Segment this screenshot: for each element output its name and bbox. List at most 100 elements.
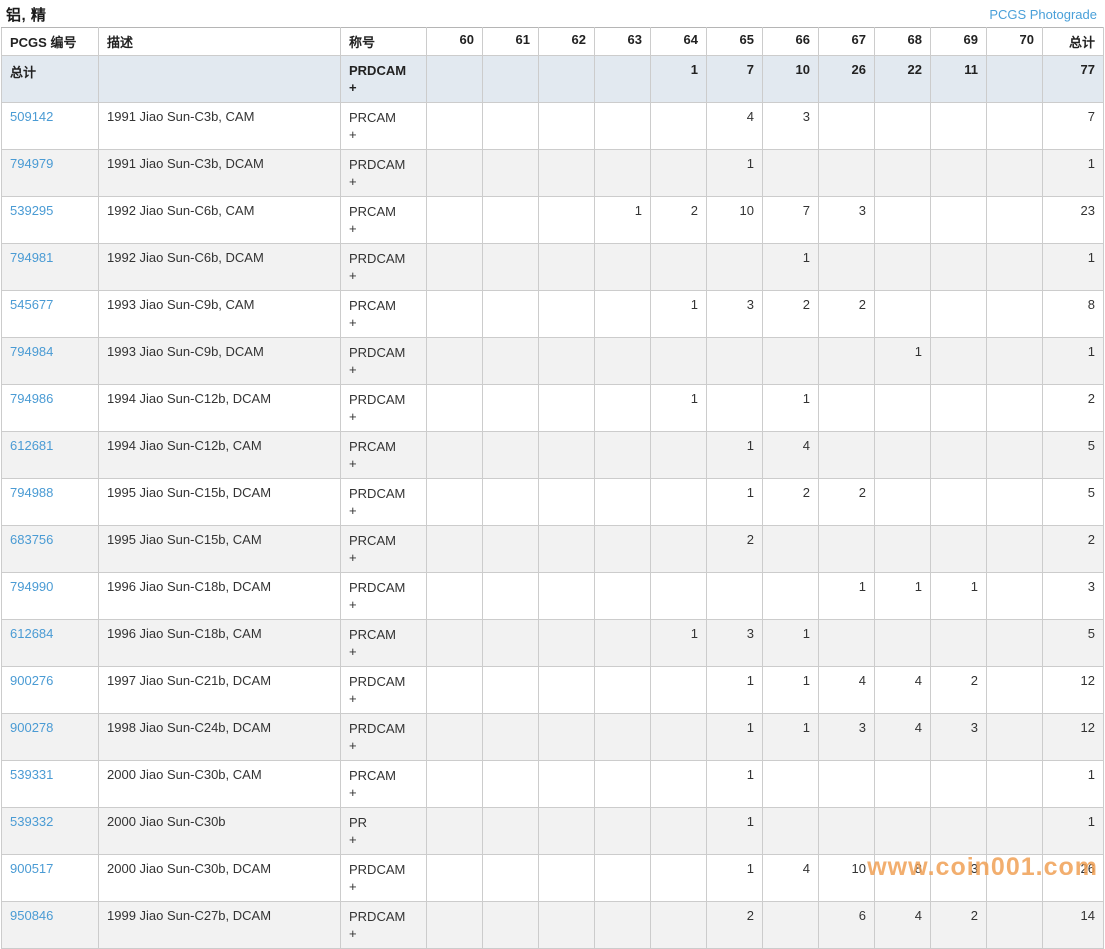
grade-63-cell <box>594 619 651 667</box>
pcgs-number-cell: 794979 <box>1 149 99 197</box>
pcgs-number-link[interactable]: 950846 <box>10 908 54 923</box>
grade-65-cell <box>706 384 763 432</box>
pcgs-number-link[interactable]: 900276 <box>10 673 54 688</box>
grade-69-cell: 3 <box>930 854 987 902</box>
row-total-cell: 12 <box>1042 713 1104 761</box>
pcgs-number-link[interactable]: 612681 <box>10 438 54 453</box>
grade-62-cell <box>538 290 595 338</box>
grade-60-cell <box>426 478 483 526</box>
grade-69-cell <box>930 525 987 573</box>
designation-line-2: + <box>349 456 357 471</box>
header-grade-66: 66 <box>762 27 819 56</box>
grade-70-cell <box>986 901 1043 949</box>
pcgs-number-link[interactable]: 509142 <box>10 109 54 124</box>
pcgs-number-link[interactable]: 539331 <box>10 767 54 782</box>
designation-line-2: + <box>349 503 357 518</box>
designation-cell: PRDCAM + <box>340 55 427 103</box>
row-total-cell: 2 <box>1042 384 1104 432</box>
designation-line-1: PRDCAM <box>349 345 406 360</box>
pcgs-number-link[interactable]: 794979 <box>10 156 54 171</box>
table-row: 794986 1994 Jiao Sun-C12b, DCAM PRDCAM +… <box>1 384 1104 432</box>
grade-66-cell: 1 <box>762 619 819 667</box>
grade-63-cell <box>594 854 651 902</box>
designation-cell: PRDCAM + <box>340 149 427 197</box>
pcgs-number-link[interactable]: 545677 <box>10 297 54 312</box>
description-cell: 1996 Jiao Sun-C18b, DCAM <box>98 572 341 620</box>
designation-cell: PRDCAM + <box>340 666 427 714</box>
grade-63-cell <box>594 337 651 385</box>
grade-65-cell: 2 <box>706 901 763 949</box>
grade-70-cell <box>986 290 1043 338</box>
grade-61-cell <box>482 337 539 385</box>
grade-64-cell: 1 <box>650 619 707 667</box>
grade-70-cell <box>986 337 1043 385</box>
pcgs-number-link[interactable]: 900517 <box>10 861 54 876</box>
grade-67-cell <box>818 525 875 573</box>
pcgs-number-link[interactable]: 900278 <box>10 720 54 735</box>
pcgs-number-link[interactable]: 612684 <box>10 626 54 641</box>
grade-60-cell <box>426 901 483 949</box>
grade-64-cell <box>650 478 707 526</box>
description-cell: 1998 Jiao Sun-C24b, DCAM <box>98 713 341 761</box>
grade-69-cell <box>930 619 987 667</box>
header-grade-68: 68 <box>874 27 931 56</box>
pcgs-number-link[interactable]: 794988 <box>10 485 54 500</box>
grade-67-cell: 1 <box>818 572 875 620</box>
pcgs-number-link[interactable]: 794990 <box>10 579 54 594</box>
grade-66-cell <box>762 337 819 385</box>
description-cell: 1994 Jiao Sun-C12b, DCAM <box>98 384 341 432</box>
designation-cell: PRDCAM + <box>340 854 427 902</box>
grade-67-cell: 3 <box>818 713 875 761</box>
grade-60-cell <box>426 807 483 855</box>
table-row: 794984 1993 Jiao Sun-C9b, DCAM PRDCAM + … <box>1 337 1104 385</box>
grade-61-cell <box>482 55 539 103</box>
grade-69-cell <box>930 760 987 808</box>
pcgs-number-link[interactable]: 683756 <box>10 532 54 547</box>
grade-65-cell <box>706 572 763 620</box>
grade-64-cell <box>650 807 707 855</box>
row-total-cell: 8 <box>1042 290 1104 338</box>
pcgs-number-cell: 900276 <box>1 666 99 714</box>
header-grade-61: 61 <box>482 27 539 56</box>
description-cell: 1992 Jiao Sun-C6b, DCAM <box>98 243 341 291</box>
grade-69-cell <box>930 243 987 291</box>
grade-64-cell <box>650 713 707 761</box>
designation-line-1: PRDCAM <box>349 157 406 172</box>
pcgs-number-link[interactable]: 794981 <box>10 250 54 265</box>
grade-60-cell <box>426 290 483 338</box>
grade-70-cell <box>986 807 1043 855</box>
grade-70-cell <box>986 196 1043 244</box>
table-row: 539331 2000 Jiao Sun-C30b, CAM PRCAM + 1… <box>1 760 1104 808</box>
grade-69-cell <box>930 196 987 244</box>
pcgs-number-cell: 539332 <box>1 807 99 855</box>
header-grade-60: 60 <box>426 27 483 56</box>
grade-67-cell: 2 <box>818 478 875 526</box>
pcgs-number-link[interactable]: 794986 <box>10 391 54 406</box>
table-row: 794979 1991 Jiao Sun-C3b, DCAM PRDCAM + … <box>1 149 1104 197</box>
photograde-link[interactable]: PCGS Photograde <box>989 6 1097 22</box>
grade-66-cell: 7 <box>762 196 819 244</box>
grade-60-cell <box>426 666 483 714</box>
grade-62-cell <box>538 619 595 667</box>
grade-65-cell: 1 <box>706 713 763 761</box>
grade-61-cell <box>482 290 539 338</box>
row-total-cell: 7 <box>1042 102 1104 150</box>
designation-line-1: PRCAM <box>349 204 396 219</box>
description-cell: 1997 Jiao Sun-C21b, DCAM <box>98 666 341 714</box>
pcgs-number-link[interactable]: 539332 <box>10 814 54 829</box>
pcgs-number-link[interactable]: 539295 <box>10 203 54 218</box>
grade-69-cell <box>930 478 987 526</box>
grade-68-cell <box>874 149 931 197</box>
grade-65-cell: 10 <box>706 196 763 244</box>
grade-61-cell <box>482 431 539 479</box>
grade-61-cell <box>482 713 539 761</box>
grade-69-cell <box>930 384 987 432</box>
designation-line-2: + <box>349 879 357 894</box>
grade-67-cell <box>818 431 875 479</box>
designation-line-1: PR <box>349 815 368 830</box>
grade-67-cell <box>818 102 875 150</box>
grade-67-cell <box>818 243 875 291</box>
designation-line-1: PRCAM <box>349 110 396 125</box>
grade-62-cell <box>538 337 595 385</box>
pcgs-number-link[interactable]: 794984 <box>10 344 54 359</box>
